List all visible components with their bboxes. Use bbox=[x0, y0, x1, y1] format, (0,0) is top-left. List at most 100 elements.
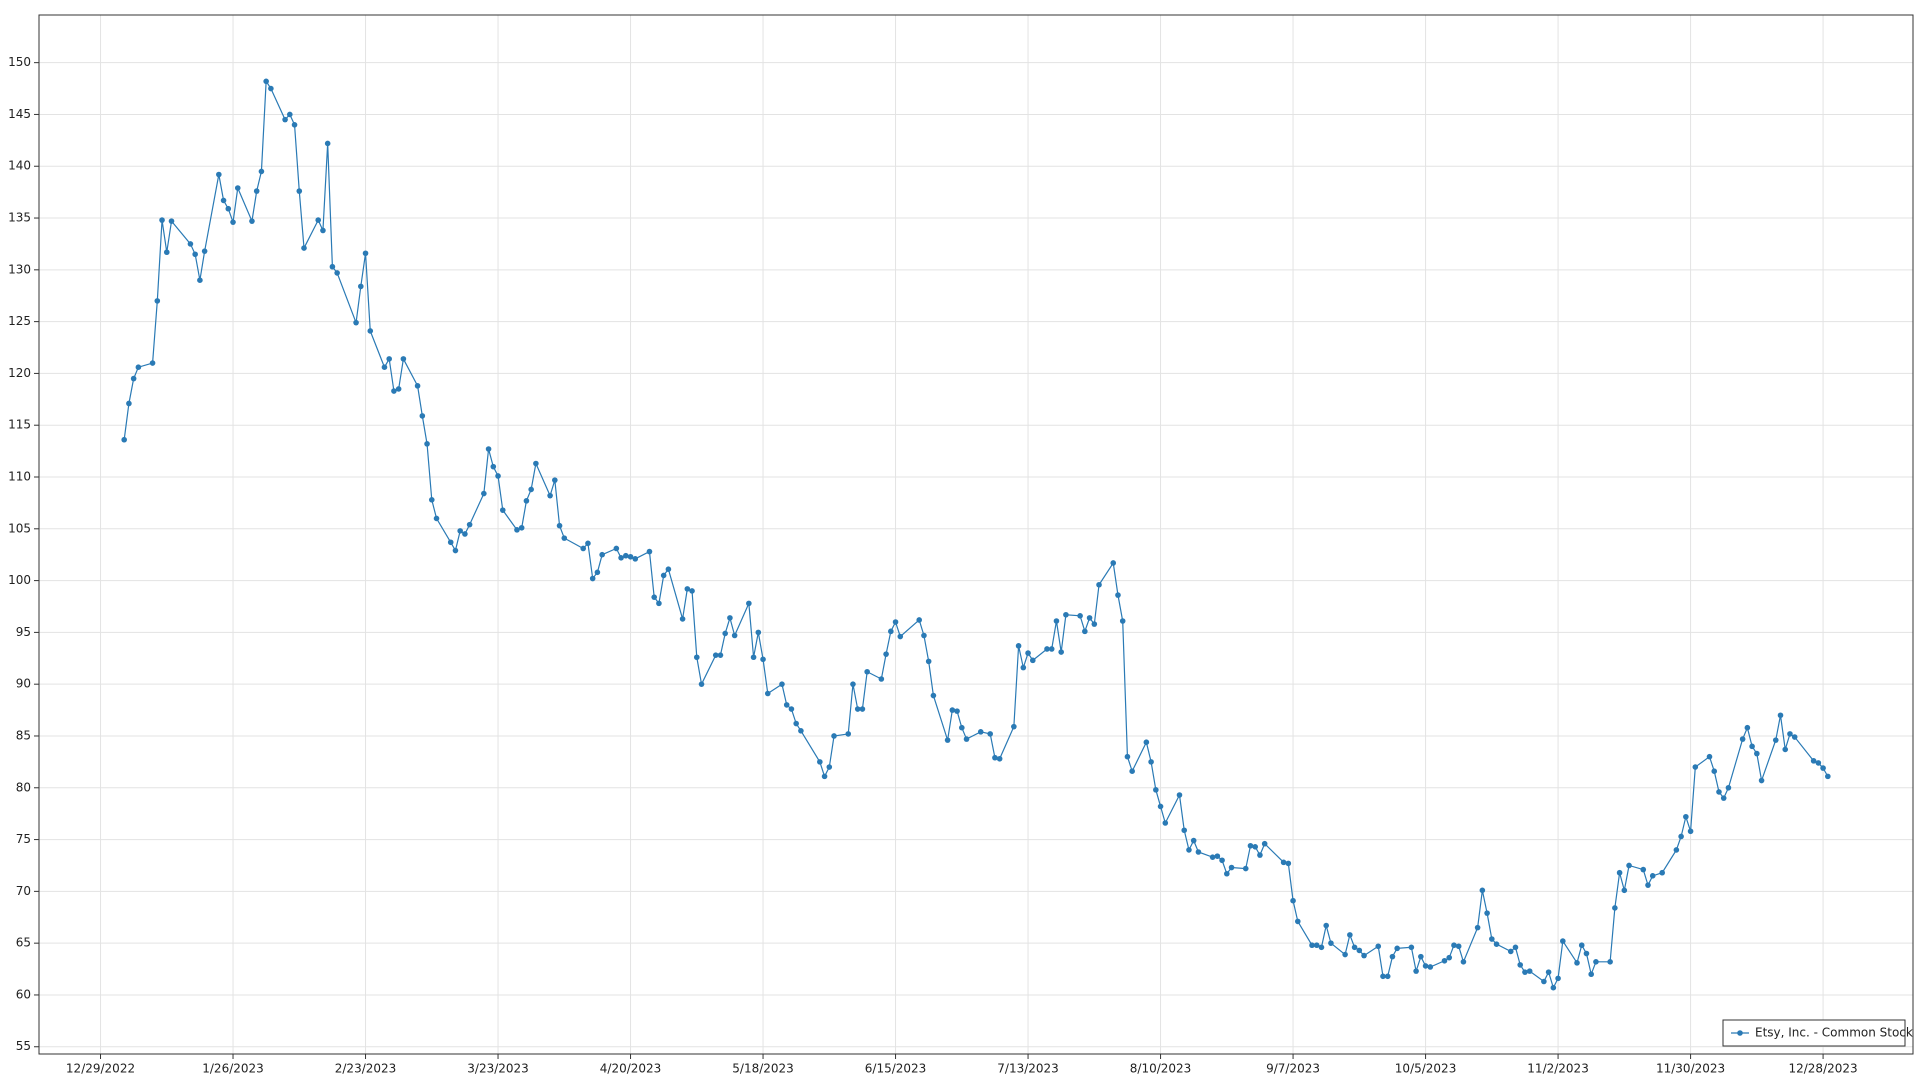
data-point bbox=[1777, 712, 1784, 719]
data-point bbox=[779, 681, 785, 687]
data-point bbox=[268, 85, 274, 92]
data-point bbox=[1645, 882, 1651, 888]
data-point bbox=[1342, 951, 1348, 958]
y-tick-label: 140 bbox=[8, 159, 31, 173]
data-point bbox=[613, 545, 620, 552]
data-point bbox=[1716, 789, 1722, 795]
data-point bbox=[192, 251, 198, 258]
data-point bbox=[1053, 618, 1060, 624]
x-tick-label: 9/7/2023 bbox=[1266, 1062, 1320, 1076]
data-point bbox=[1593, 959, 1599, 965]
data-point bbox=[996, 755, 1003, 762]
data-point bbox=[353, 319, 359, 326]
data-point bbox=[462, 531, 468, 537]
data-point bbox=[1394, 945, 1400, 952]
data-point bbox=[1493, 941, 1500, 947]
data-point bbox=[850, 681, 856, 687]
data-point bbox=[760, 656, 766, 663]
data-point bbox=[1025, 650, 1031, 656]
data-point bbox=[1129, 768, 1135, 775]
data-point bbox=[395, 386, 402, 392]
data-point bbox=[315, 217, 322, 223]
data-point bbox=[1361, 952, 1367, 959]
x-tick-label: 8/10/2023 bbox=[1130, 1062, 1192, 1076]
data-point bbox=[230, 219, 236, 225]
data-point bbox=[656, 600, 662, 607]
data-point bbox=[1162, 820, 1169, 826]
data-point bbox=[1375, 943, 1382, 950]
data-point bbox=[1380, 973, 1386, 980]
data-point bbox=[783, 702, 790, 708]
data-point bbox=[1115, 592, 1121, 598]
data-point bbox=[163, 249, 170, 256]
data-point bbox=[187, 241, 194, 247]
data-point bbox=[1086, 615, 1093, 621]
data-point bbox=[201, 248, 208, 254]
data-point bbox=[1313, 942, 1320, 949]
data-point bbox=[234, 185, 241, 191]
data-point bbox=[253, 188, 260, 194]
data-point bbox=[1810, 758, 1817, 764]
data-point bbox=[1583, 950, 1590, 957]
data-point bbox=[1678, 833, 1684, 840]
data-point bbox=[1460, 959, 1467, 965]
data-point bbox=[287, 111, 293, 118]
data-point bbox=[1153, 787, 1159, 793]
y-tick-label: 80 bbox=[16, 780, 31, 794]
data-point bbox=[1143, 739, 1150, 745]
data-point bbox=[1029, 657, 1036, 664]
data-point bbox=[930, 692, 937, 699]
y-tick-label: 125 bbox=[8, 314, 31, 328]
data-point bbox=[1560, 938, 1566, 944]
data-point bbox=[646, 548, 653, 555]
data-point bbox=[334, 270, 340, 276]
data-point bbox=[282, 116, 288, 123]
data-point bbox=[1418, 953, 1424, 960]
data-point bbox=[1489, 936, 1495, 942]
data-point bbox=[324, 140, 331, 147]
y-tick-label: 65 bbox=[16, 936, 31, 950]
data-point bbox=[1541, 978, 1547, 985]
data-point bbox=[263, 78, 269, 85]
x-tick-label: 12/29/2022 bbox=[66, 1062, 135, 1076]
y-tick-label: 110 bbox=[8, 470, 31, 484]
data-point bbox=[1257, 852, 1263, 858]
data-point bbox=[1242, 865, 1249, 872]
data-point bbox=[1522, 969, 1528, 975]
data-point bbox=[1687, 828, 1694, 835]
data-point bbox=[1441, 957, 1448, 964]
data-point bbox=[216, 171, 222, 178]
data-point bbox=[1328, 940, 1334, 946]
data-point bbox=[1020, 664, 1027, 671]
data-point bbox=[1082, 628, 1088, 635]
data-point bbox=[712, 652, 719, 658]
data-point bbox=[845, 731, 852, 737]
legend-label: Etsy, Inc. - Common Stock bbox=[1755, 1026, 1913, 1040]
data-point bbox=[547, 492, 553, 499]
data-point bbox=[1224, 870, 1230, 877]
plot-frame bbox=[38, 14, 1914, 1055]
data-point bbox=[921, 632, 927, 639]
data-point bbox=[1507, 948, 1514, 955]
data-point bbox=[1451, 942, 1457, 949]
data-point bbox=[1673, 847, 1680, 853]
data-point bbox=[727, 615, 733, 621]
data-point bbox=[466, 521, 473, 528]
data-point bbox=[693, 654, 700, 661]
data-point bbox=[660, 572, 667, 579]
data-point bbox=[585, 540, 591, 547]
data-point bbox=[1758, 777, 1765, 784]
data-point bbox=[320, 227, 326, 234]
data-point bbox=[168, 218, 175, 224]
data-point bbox=[1446, 954, 1453, 961]
data-point bbox=[225, 205, 232, 212]
data-point bbox=[1772, 737, 1779, 743]
data-point bbox=[159, 217, 165, 223]
data-point bbox=[495, 473, 501, 479]
data-line bbox=[123, 79, 1829, 990]
data-point bbox=[291, 122, 298, 128]
data-point bbox=[414, 383, 421, 389]
data-point bbox=[1195, 849, 1202, 855]
data-point bbox=[698, 681, 705, 687]
